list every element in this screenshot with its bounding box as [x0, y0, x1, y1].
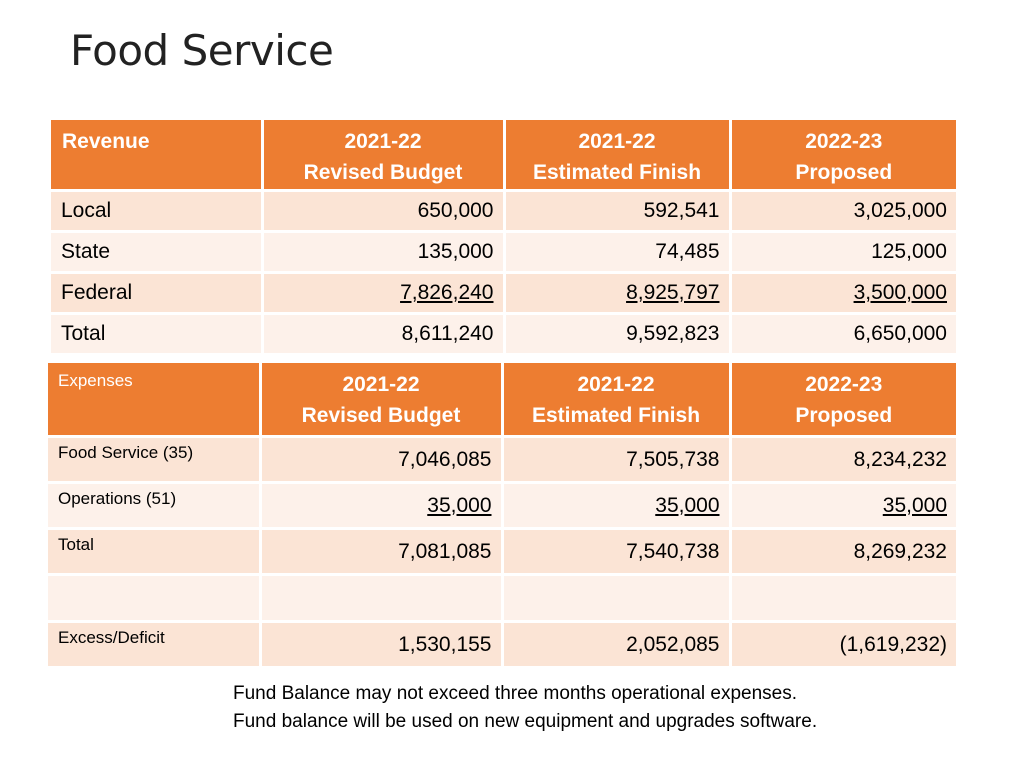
cell-estimated: 2,052,085 [502, 620, 732, 666]
expenses-header-label: Expenses [48, 363, 262, 437]
cell-revised: 7,046,085 [260, 435, 504, 483]
table-row: State 135,000 74,485 125,000 [51, 230, 956, 273]
note-line: Fund balance will be used on new equipme… [233, 711, 818, 732]
cell-proposed [730, 573, 956, 622]
revenue-header-label: Revenue [51, 120, 264, 191]
row-label: Total [48, 527, 262, 575]
cell-estimated: 7,540,738 [502, 527, 732, 575]
row-label: Food Service (35) [48, 435, 262, 483]
cell-proposed: 8,234,232 [730, 435, 956, 483]
cell-estimated: 7,505,738 [502, 435, 732, 483]
revenue-header-row: Revenue 2021-22 Revised Budget 2021-22 Est… [51, 120, 956, 191]
cell-revised: 1,530,155 [260, 620, 504, 666]
cell-revised: 8,611,240 [262, 312, 506, 353]
table-row-empty [48, 573, 956, 622]
cell-proposed: 3,025,000 [730, 189, 956, 232]
cell-proposed: (1,619,232) [730, 620, 956, 666]
table-row: Local 650,000 592,541 3,025,000 [51, 189, 956, 232]
note-line: Fund Balance may not exceed three months… [233, 683, 798, 704]
row-label: State [51, 230, 264, 273]
cell-estimated: 35,000 [502, 481, 732, 529]
cell-revised [260, 573, 504, 622]
expenses-header-proposed: 2022-23 Proposed [730, 363, 956, 437]
row-label: Local [51, 189, 264, 232]
revenue-header-revised: 2021-22 Revised Budget [262, 120, 506, 191]
cell-estimated: 592,541 [504, 189, 732, 232]
row-label: Federal [51, 271, 264, 314]
cell-estimated: 9,592,823 [504, 312, 732, 353]
cell-estimated: 74,485 [504, 230, 732, 273]
cell-proposed: 6,650,000 [730, 312, 956, 353]
expenses-header-estimated: 2021-22 Estimated Finish [502, 363, 732, 437]
table-row: Food Service (35) 7,046,085 7,505,738 8,… [48, 435, 956, 483]
cell-proposed: 35,000 [730, 481, 956, 529]
cell-estimated: 8,925,797 [504, 271, 732, 314]
table-row: Federal 7,826,240 8,925,797 3,500,000 [51, 271, 956, 314]
row-label: Operations (51) [48, 481, 262, 529]
expenses-table: Expenses 2021-22 Revised Budget 2021-22 Es… [48, 363, 956, 666]
table-row: Total 8,611,240 9,592,823 6,650,000 [51, 312, 956, 353]
cell-proposed: 3,500,000 [730, 271, 956, 314]
cell-proposed: 125,000 [730, 230, 956, 273]
page-title: Food Service [70, 26, 334, 75]
cell-estimated [502, 573, 732, 622]
row-label: Excess/Deficit [48, 620, 262, 666]
cell-proposed: 8,269,232 [730, 527, 956, 575]
revenue-header-estimated: 2021-22 Estimated Finish [504, 120, 732, 191]
table-row: Total 7,081,085 7,540,738 8,269,232 [48, 527, 956, 575]
cell-revised: 7,826,240 [262, 271, 506, 314]
fund-balance-note: Fund Balance may not exceed three months… [233, 680, 817, 736]
cell-revised: 650,000 [262, 189, 506, 232]
cell-revised: 35,000 [260, 481, 504, 529]
revenue-header-proposed: 2022-23 Proposed [730, 120, 956, 191]
expenses-header-revised: 2021-22 Revised Budget [260, 363, 504, 437]
cell-revised: 135,000 [262, 230, 506, 273]
revenue-table: Revenue 2021-22 Revised Budget 2021-22 Est… [51, 120, 956, 353]
row-label [48, 573, 262, 622]
row-label: Total [51, 312, 264, 353]
table-row: Excess/Deficit 1,530,155 2,052,085 (1,61… [48, 620, 956, 666]
expenses-header-row: Expenses 2021-22 Revised Budget 2021-22 Es… [48, 363, 956, 437]
cell-revised: 7,081,085 [260, 527, 504, 575]
table-row: Operations (51) 35,000 35,000 35,000 [48, 481, 956, 529]
